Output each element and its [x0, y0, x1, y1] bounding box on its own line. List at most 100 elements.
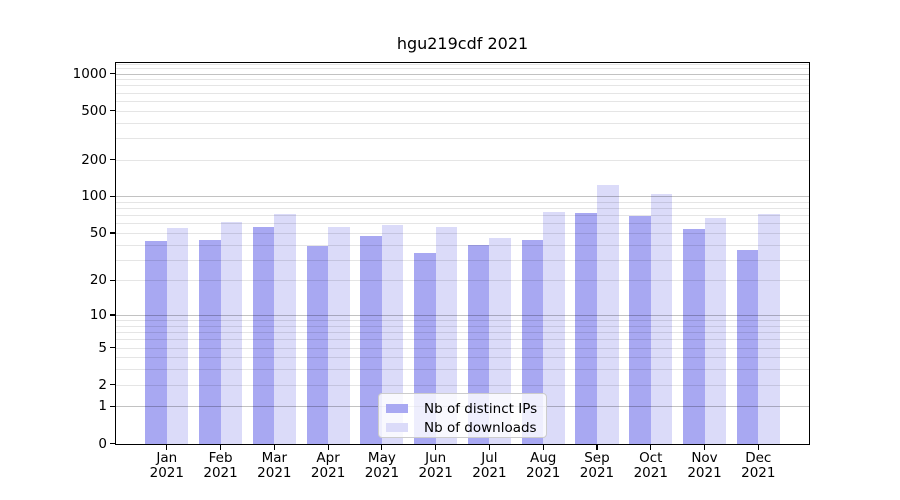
bar-downloads-jun — [435, 227, 458, 444]
y-tick — [110, 232, 115, 234]
x-tick-label: Oct 2021 — [621, 451, 681, 481]
legend-label-downloads: Nb of downloads — [424, 419, 537, 436]
x-tick-label-year: 2021 — [633, 464, 668, 481]
y-tick — [110, 314, 115, 316]
bar-distinct-ips-jan — [145, 240, 167, 444]
x-tick-label-year: 2021 — [149, 464, 184, 481]
bar-distinct-ips-sep — [575, 213, 597, 444]
y-tick — [110, 195, 115, 197]
gridline-minor — [116, 244, 809, 246]
gridline-minor — [116, 215, 809, 217]
gridline-minor — [116, 384, 809, 386]
chart-title: hgu219cdf 2021 — [396, 34, 529, 53]
x-tick — [219, 445, 222, 450]
bar-distinct-ips-apr — [306, 245, 329, 444]
y-tick-label: 1 — [98, 398, 107, 415]
x-tick — [596, 445, 598, 450]
x-tick — [166, 445, 168, 450]
gridline-minor — [116, 79, 809, 81]
gridline-minor — [116, 223, 809, 225]
x-tick-label-month: Dec — [745, 450, 772, 466]
x-tick — [542, 445, 544, 450]
x-tick-label: Dec 2021 — [728, 451, 788, 481]
bar-downloads-nov — [704, 218, 727, 444]
bar-distinct-ips-mar — [252, 227, 275, 444]
legend-item-downloads: Nb of downloads — [386, 418, 546, 437]
x-tick-label-month: Jul — [481, 450, 498, 466]
gridline-major — [116, 196, 809, 198]
gridline-minor — [116, 339, 809, 341]
x-tick-label: Nov 2021 — [675, 451, 735, 481]
gridline-minor — [116, 122, 809, 124]
x-tick — [327, 445, 329, 450]
bar-distinct-ips-dec — [736, 250, 759, 444]
bar-downloads-jan — [166, 227, 189, 444]
x-tick — [381, 445, 383, 450]
y-tick-label: 20 — [89, 272, 107, 289]
x-tick-label-year: 2021 — [310, 464, 346, 481]
legend-swatch-downloads-icon — [386, 422, 408, 433]
x-tick-label: Mar 2021 — [244, 451, 304, 481]
x-tick — [703, 445, 706, 450]
y-tick-label: 200 — [81, 151, 107, 168]
x-tick-label: Jan 2021 — [137, 451, 197, 481]
gridline-minor — [116, 332, 809, 334]
bar-distinct-ips-oct — [629, 215, 651, 444]
legend-swatch-distinct-ips-icon — [386, 403, 408, 414]
y-tick-label: 2 — [98, 376, 107, 393]
bar-downloads-feb — [220, 221, 243, 444]
x-tick-label: May 2021 — [352, 451, 412, 481]
x-tick-label-month: Feb — [208, 450, 233, 466]
bar-downloads-sep — [596, 184, 619, 444]
x-tick-label-year: 2021 — [418, 464, 453, 481]
bar-downloads-dec — [758, 213, 780, 444]
gridline-minor — [116, 100, 809, 102]
x-tick-label-month: Jun — [425, 450, 447, 466]
bar-downloads-oct — [650, 194, 673, 444]
x-tick-label: Aug 2021 — [513, 451, 573, 481]
bar-downloads-aug — [543, 211, 565, 444]
x-tick-label-month: Apr — [316, 450, 340, 466]
gridline-minor — [116, 369, 809, 371]
legend-item-distinct-ips: Nb of distinct IPs — [386, 399, 546, 418]
gridline-minor — [116, 201, 809, 203]
gridline-minor — [116, 232, 809, 234]
x-tick-label-month: Oct — [639, 450, 663, 466]
bar-distinct-ips-may — [360, 236, 382, 444]
x-tick-label-year: 2021 — [741, 464, 776, 481]
bar-downloads-mar — [274, 214, 296, 444]
x-tick — [757, 445, 759, 450]
plot-area — [115, 62, 810, 445]
gridline-minor — [116, 110, 809, 112]
gridline-minor — [116, 159, 809, 161]
y-tick — [110, 158, 115, 161]
bar-downloads-may — [381, 225, 404, 444]
x-tick — [488, 445, 491, 450]
x-tick-label-year: 2021 — [472, 464, 507, 481]
y-tick-label: 10 — [89, 307, 107, 324]
gridline-minor — [116, 259, 809, 261]
grid-layer — [116, 63, 809, 444]
y-tick — [110, 405, 115, 407]
legend: Nb of distinct IPs Nb of downloads — [378, 393, 547, 438]
gridline-minor — [116, 85, 809, 87]
x-tick-label-month: Jan — [156, 450, 178, 466]
gridline-minor — [116, 320, 809, 322]
y-tick-label: 1000 — [72, 65, 107, 82]
y-tick — [110, 346, 115, 349]
x-tick-label-month: May — [367, 450, 396, 466]
y-tick — [110, 279, 115, 282]
gridline-minor — [116, 357, 809, 359]
x-tick-label-month: Aug — [530, 450, 557, 466]
bar-downloads-jul — [489, 238, 512, 444]
x-tick — [435, 445, 437, 450]
x-tick — [650, 445, 652, 450]
y-tick-label: 50 — [89, 224, 107, 241]
x-tick-label: Sep 2021 — [567, 451, 627, 481]
bar-downloads-apr — [328, 227, 350, 444]
x-tick-label-year: 2021 — [687, 464, 722, 481]
gridline-minor — [116, 208, 809, 210]
x-tick-label-month: Sep — [584, 450, 610, 466]
gridline-major — [116, 73, 809, 75]
